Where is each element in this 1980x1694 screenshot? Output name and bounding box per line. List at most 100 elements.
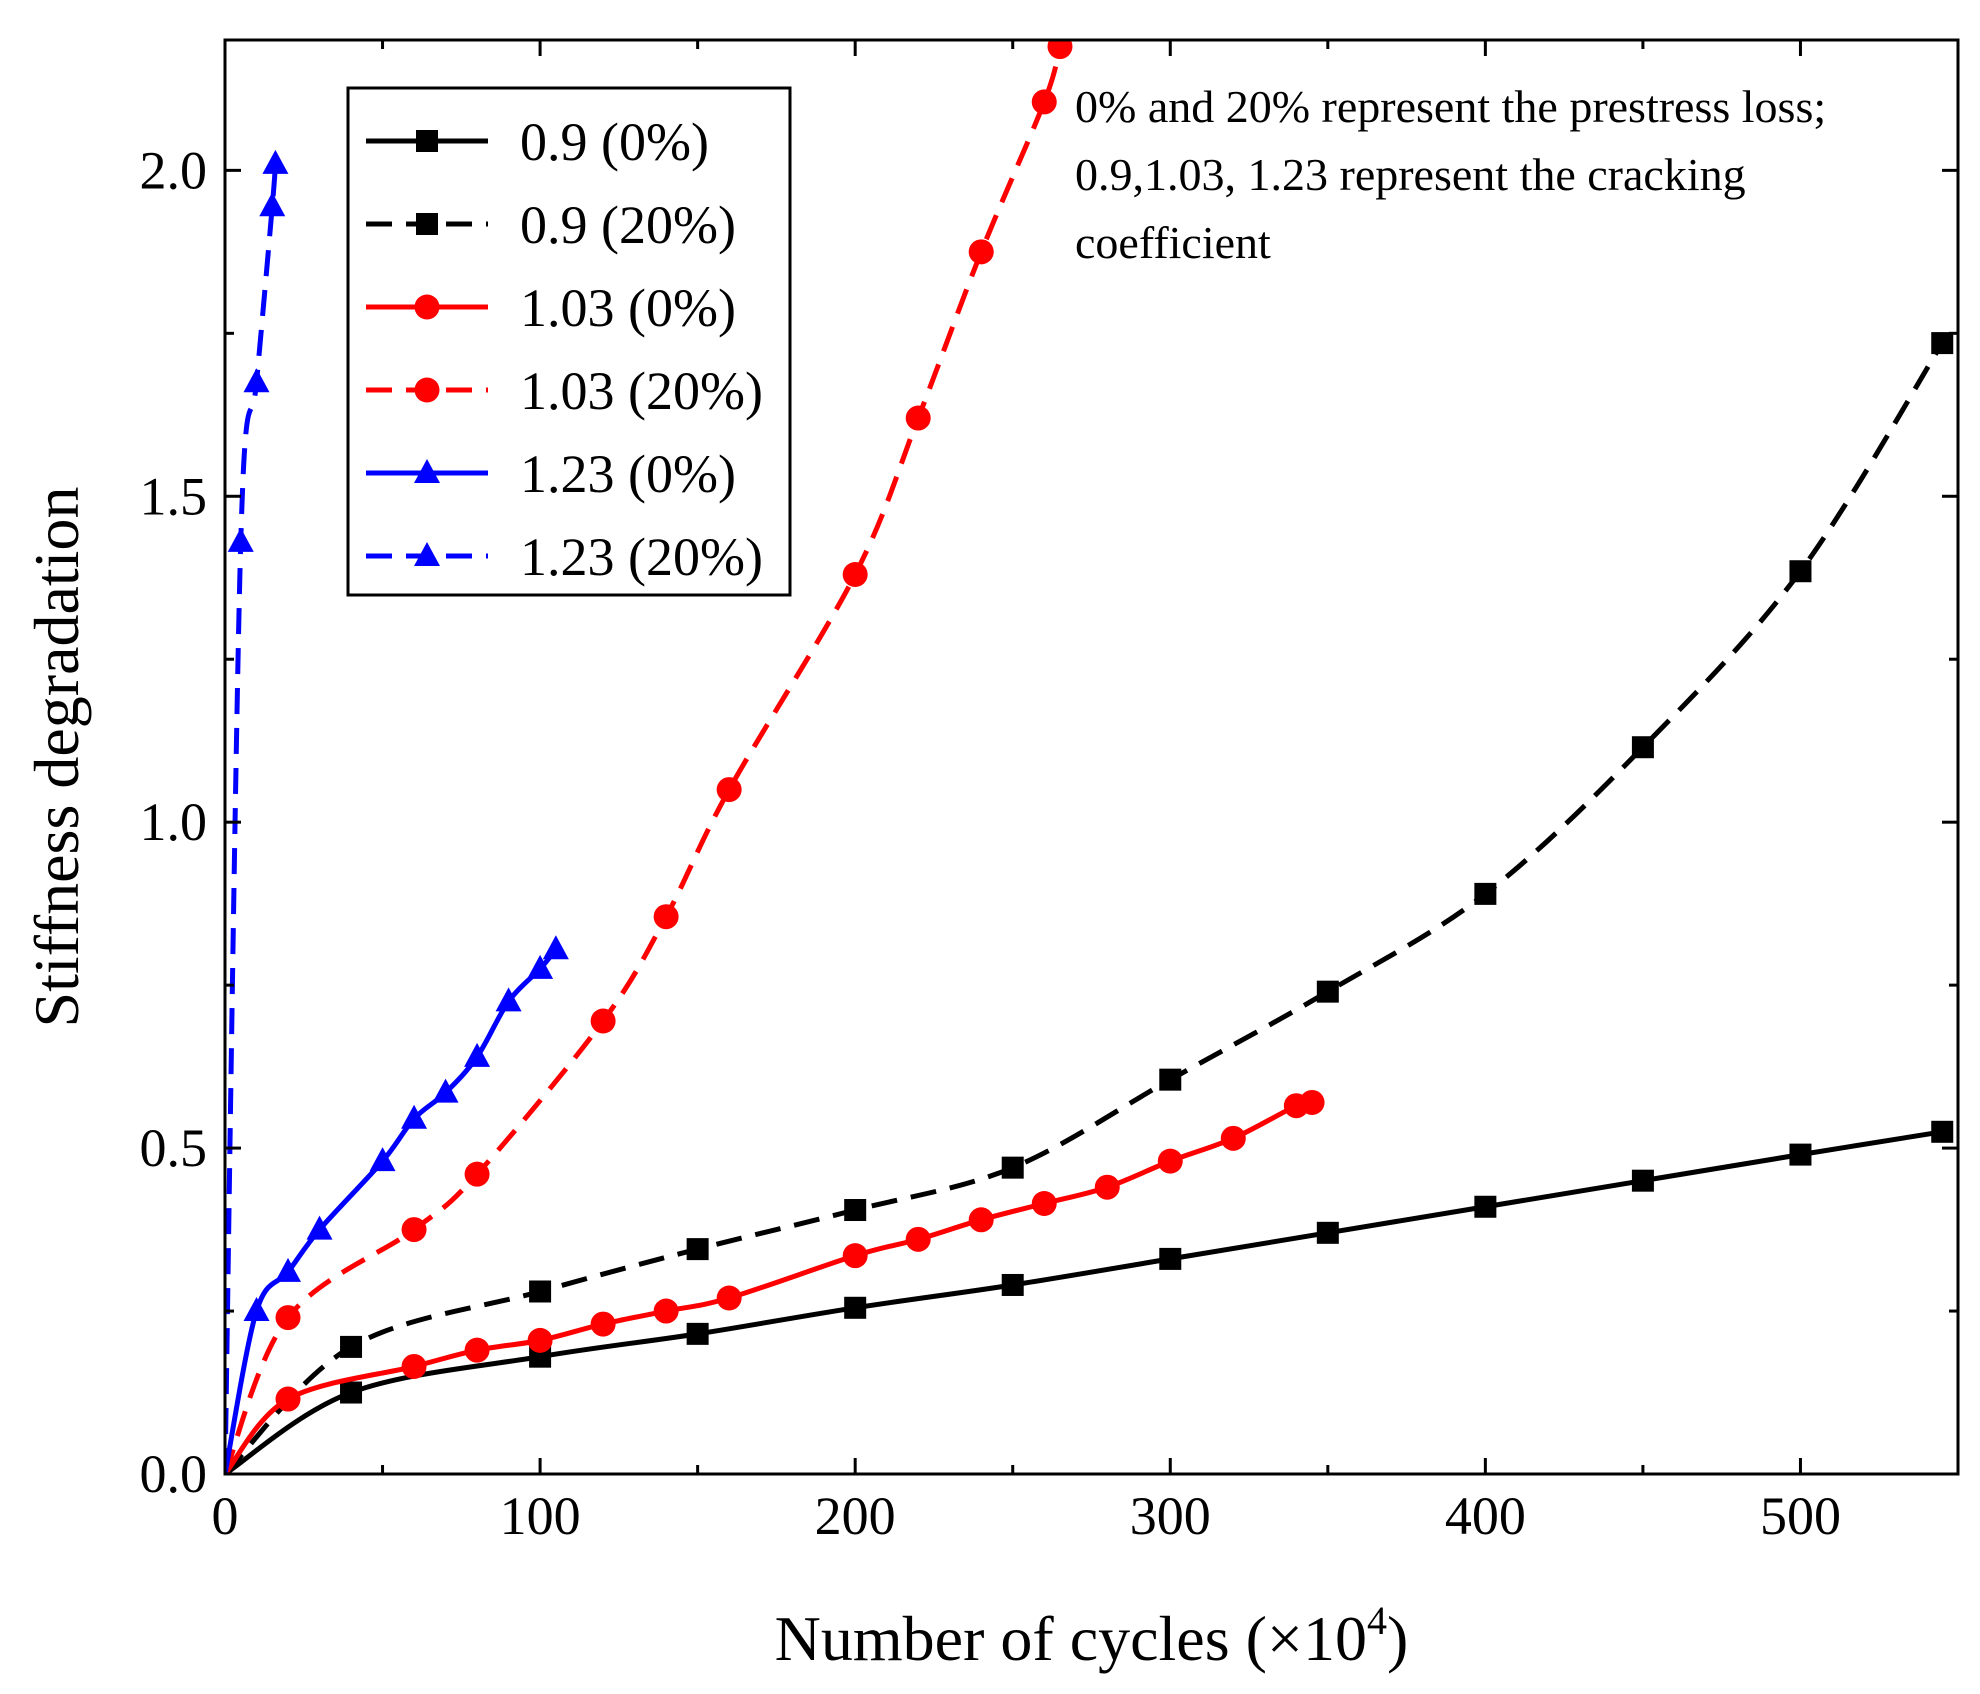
series-layer xyxy=(225,40,1954,1474)
series-line xyxy=(225,45,1063,1474)
data-point xyxy=(401,1353,427,1379)
data-point xyxy=(1316,980,1339,1003)
data-point xyxy=(1931,332,1954,355)
data-point xyxy=(340,1335,363,1358)
y-axis-label: Stiffness degradation xyxy=(21,487,92,1028)
axes-layer: 0 100 200 300 400 500 0.0 0.5 1.0 1.5 2.0 Number of… xyxy=(21,38,1960,1674)
series-line xyxy=(225,163,278,1474)
data-point xyxy=(1789,1143,1812,1166)
legend-label: 1.03 (20%) xyxy=(520,361,763,421)
data-point xyxy=(686,1238,709,1261)
legend-label: 0.9 (20%) xyxy=(520,195,736,255)
annotation-line: coefficient xyxy=(1075,217,1271,268)
data-point xyxy=(1157,1148,1183,1174)
data-point xyxy=(227,527,254,552)
x-tick-label: 0 xyxy=(212,1486,239,1546)
y-tick-label: 2.0 xyxy=(140,140,208,200)
data-point xyxy=(590,1311,616,1337)
data-point xyxy=(1316,1221,1339,1244)
y-tick-label: 1.0 xyxy=(140,792,208,852)
data-point xyxy=(464,1042,491,1067)
annotation-layer: 0% and 20% represent the prestress loss;… xyxy=(1075,81,1826,268)
series-1 xyxy=(225,332,1954,1474)
legend-marker xyxy=(414,294,440,320)
legend-label: 1.23 (20%) xyxy=(520,527,763,587)
x-tick-label: 500 xyxy=(1760,1486,1841,1546)
series-3 xyxy=(225,40,1073,1474)
y-tick-label: 0.5 xyxy=(140,1118,208,1178)
data-point xyxy=(262,149,289,174)
data-point xyxy=(1474,882,1497,905)
data-point xyxy=(844,1296,867,1319)
data-point xyxy=(527,1327,553,1353)
data-point xyxy=(968,239,994,265)
data-point xyxy=(529,1280,552,1303)
series-4 xyxy=(225,935,569,1474)
x-tick-label: 300 xyxy=(1130,1486,1211,1546)
x-tick-label: 400 xyxy=(1445,1486,1526,1546)
data-point xyxy=(259,192,286,217)
legend-marker xyxy=(416,213,438,235)
data-point xyxy=(275,1386,301,1412)
series-line xyxy=(225,341,1945,1474)
data-point xyxy=(1159,1247,1182,1270)
data-point xyxy=(243,1297,270,1322)
data-point xyxy=(590,1008,616,1034)
data-point xyxy=(527,954,554,979)
data-point xyxy=(1031,89,1057,115)
data-point xyxy=(1031,1190,1057,1216)
data-point xyxy=(653,904,679,930)
series-line xyxy=(225,947,558,1474)
data-point xyxy=(1631,736,1654,759)
data-point xyxy=(275,1257,302,1282)
y-tick-label: 0.0 xyxy=(140,1444,208,1504)
data-point xyxy=(1159,1068,1182,1091)
y-tick-label: 1.5 xyxy=(140,466,208,526)
data-point xyxy=(716,1285,742,1311)
data-point xyxy=(401,1217,427,1243)
legend-label: 1.03 (0%) xyxy=(520,278,736,338)
data-point xyxy=(340,1381,363,1404)
series-2 xyxy=(225,1089,1325,1474)
annotation-line: 0.9,1.03, 1.23 represent the cracking xyxy=(1075,149,1746,200)
data-point xyxy=(1299,1089,1325,1115)
plot-frame xyxy=(223,38,1960,1476)
data-point xyxy=(1789,560,1812,583)
legend-label: 1.23 (0%) xyxy=(520,444,736,504)
series-5 xyxy=(225,149,289,1474)
data-point xyxy=(1047,40,1073,60)
data-point xyxy=(495,987,522,1012)
data-point xyxy=(464,1337,490,1363)
legend-marker xyxy=(414,459,440,483)
data-point xyxy=(1220,1125,1246,1151)
data-point xyxy=(401,1104,428,1129)
x-tick-label: 100 xyxy=(500,1486,581,1546)
data-point xyxy=(542,935,569,960)
data-point xyxy=(1001,1156,1024,1179)
data-point xyxy=(369,1147,396,1172)
data-point xyxy=(686,1322,709,1345)
data-point xyxy=(243,368,270,393)
data-point xyxy=(306,1215,333,1240)
legend: 0.9 (0%) 0.9 (20%) 1.03 (0%) 1.03 (20%) 1.23… xyxy=(346,86,792,597)
data-point xyxy=(653,1298,679,1324)
legend-label: 0.9 (0%) xyxy=(520,112,709,172)
data-point xyxy=(968,1207,994,1233)
series-0 xyxy=(225,1120,1954,1474)
data-point xyxy=(275,1305,301,1331)
legend-marker xyxy=(416,130,438,152)
data-point xyxy=(905,1226,931,1252)
x-tick-label: 200 xyxy=(815,1486,896,1546)
data-point xyxy=(1631,1169,1654,1192)
legend-marker xyxy=(414,377,440,403)
legend-box xyxy=(346,86,792,597)
legend-marker xyxy=(414,542,440,566)
data-point xyxy=(842,561,868,587)
data-point xyxy=(842,1243,868,1269)
x-axis-label: Number of cycles (×104) xyxy=(775,1598,1409,1674)
annotation-line: 0% and 20% represent the prestress loss; xyxy=(1075,81,1826,132)
data-point xyxy=(905,405,931,431)
data-point xyxy=(844,1199,867,1222)
data-point xyxy=(716,777,742,803)
